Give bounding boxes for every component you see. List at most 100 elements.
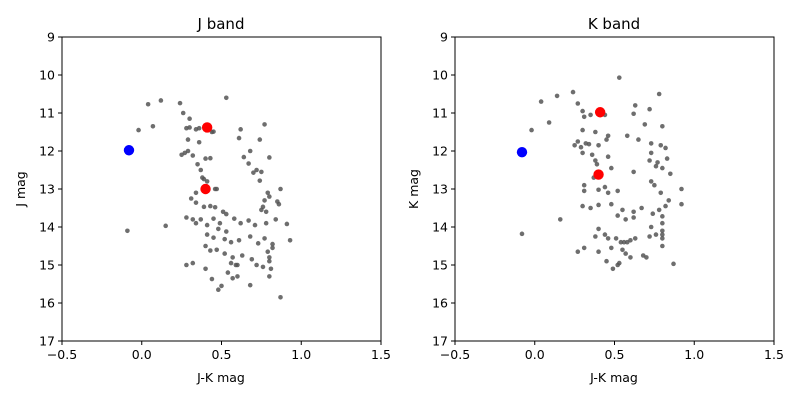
k-band-data-point [664,156,670,161]
j-band-data-point [208,155,213,161]
j-band-x-tick-label: 0.5 [212,347,232,362]
j-band-data-point [287,238,293,243]
j-band-data-point [270,241,275,247]
j-band-data-point [217,220,223,226]
k-band-data-point [613,236,619,241]
j-band-data-point [267,274,272,279]
j-band-data-point [225,270,231,275]
j-band-data-point [276,201,282,207]
k-band-data-point [653,163,659,169]
j-band-data-point [254,167,259,173]
k-band-data-point [652,182,657,188]
k-band-data-point [648,141,654,146]
j-band-y-axis-label: J mag [13,171,28,207]
j-band-data-point [208,248,213,253]
k-band-data-point [570,89,576,95]
j-band-data-point [209,276,215,282]
j-band-data-point [265,190,271,196]
k-band-data-point [658,143,664,148]
k-band-blue-point [516,146,528,158]
k-band-data-point [589,152,595,158]
k-band-data-point [679,186,684,192]
k-band-data-point [620,247,625,253]
k-band-data-point [650,211,656,216]
k-band-red-point [593,169,604,180]
k-band-data-point [653,232,659,237]
k-band-data-point [660,214,665,219]
j-band-x-tick-label: 1.0 [291,347,311,362]
j-band-data-point [198,167,204,173]
j-band-data-point [257,137,263,142]
k-band-data-point [663,145,668,151]
k-band-data-point [628,255,633,260]
k-band-data-point [656,91,662,97]
j-band-data-point [204,179,210,184]
k-band-data-point [648,150,654,156]
k-band-data-point [655,160,660,165]
k-band-data-point [609,245,614,251]
k-band-data-point [647,234,652,239]
k-band-data-point [647,158,652,163]
j-band-data-point [223,229,229,234]
j-band-data-point [198,217,204,222]
j-band-data-point [204,222,210,228]
j-band-data-point [211,216,216,221]
k-band-data-point [605,154,611,159]
j-band-data-point [214,247,220,253]
k-band-data-point [642,122,648,127]
j-band-y-tick-label: 15 [39,258,55,273]
k-band-points [516,75,684,272]
j-band-data-point [163,223,168,229]
k-band-data-point [580,108,585,114]
k-band-data-point [586,141,592,147]
k-band-data-point [666,198,672,203]
k-band-data-point [647,106,652,112]
j-band-data-point [270,245,275,251]
j-band-data-point [195,162,200,167]
j-band-data-point [267,255,272,260]
j-band-y-tick-label: 17 [39,334,55,349]
j-band-data-point [278,295,283,300]
j-band-data-point [187,125,192,130]
k-band-data-point [593,129,598,135]
j-band-data-point [216,226,221,232]
j-band-data-point [267,258,272,264]
j-band-data-point [255,241,261,246]
k-band-x-tick-label: 1.0 [684,347,704,362]
j-band-data-point [284,221,290,227]
j-band-data-point [235,274,240,279]
j-band-data-point [249,257,255,262]
j-band-data-point [187,116,192,121]
k-band-data-point [624,133,630,139]
j-band-data-point [267,194,272,199]
k-band-data-point [628,238,633,243]
k-band-x-tick-label: −0.5 [440,347,470,362]
j-band-data-point [212,204,218,210]
k-band-data-point [648,179,654,184]
k-band-data-point [660,228,665,234]
k-band-data-point [580,150,585,156]
k-band-x-tick-label: 0.0 [525,347,545,362]
j-band-data-point [204,232,210,237]
j-band-data-point [188,196,194,201]
j-band-y-tick-label: 14 [39,220,55,235]
j-band-data-point [262,236,267,241]
k-band-y-tick-label: 10 [432,68,448,83]
j-band-data-point [145,101,151,107]
j-band-data-point [265,249,271,254]
k-band-data-point [660,243,665,249]
j-band-data-point [125,228,130,234]
k-band-data-point [605,133,611,139]
k-band-data-point [623,217,628,222]
k-band-data-point [596,143,601,148]
k-band-y-tick-label: 17 [432,334,448,349]
k-band-data-point [596,202,601,208]
k-band-data-point [631,209,636,215]
k-band-data-point [593,234,598,239]
j-band-data-point [150,124,156,129]
k-band-data-point [596,226,601,232]
j-band-data-point [260,264,266,270]
k-band-y-tick-label: 12 [432,144,448,159]
